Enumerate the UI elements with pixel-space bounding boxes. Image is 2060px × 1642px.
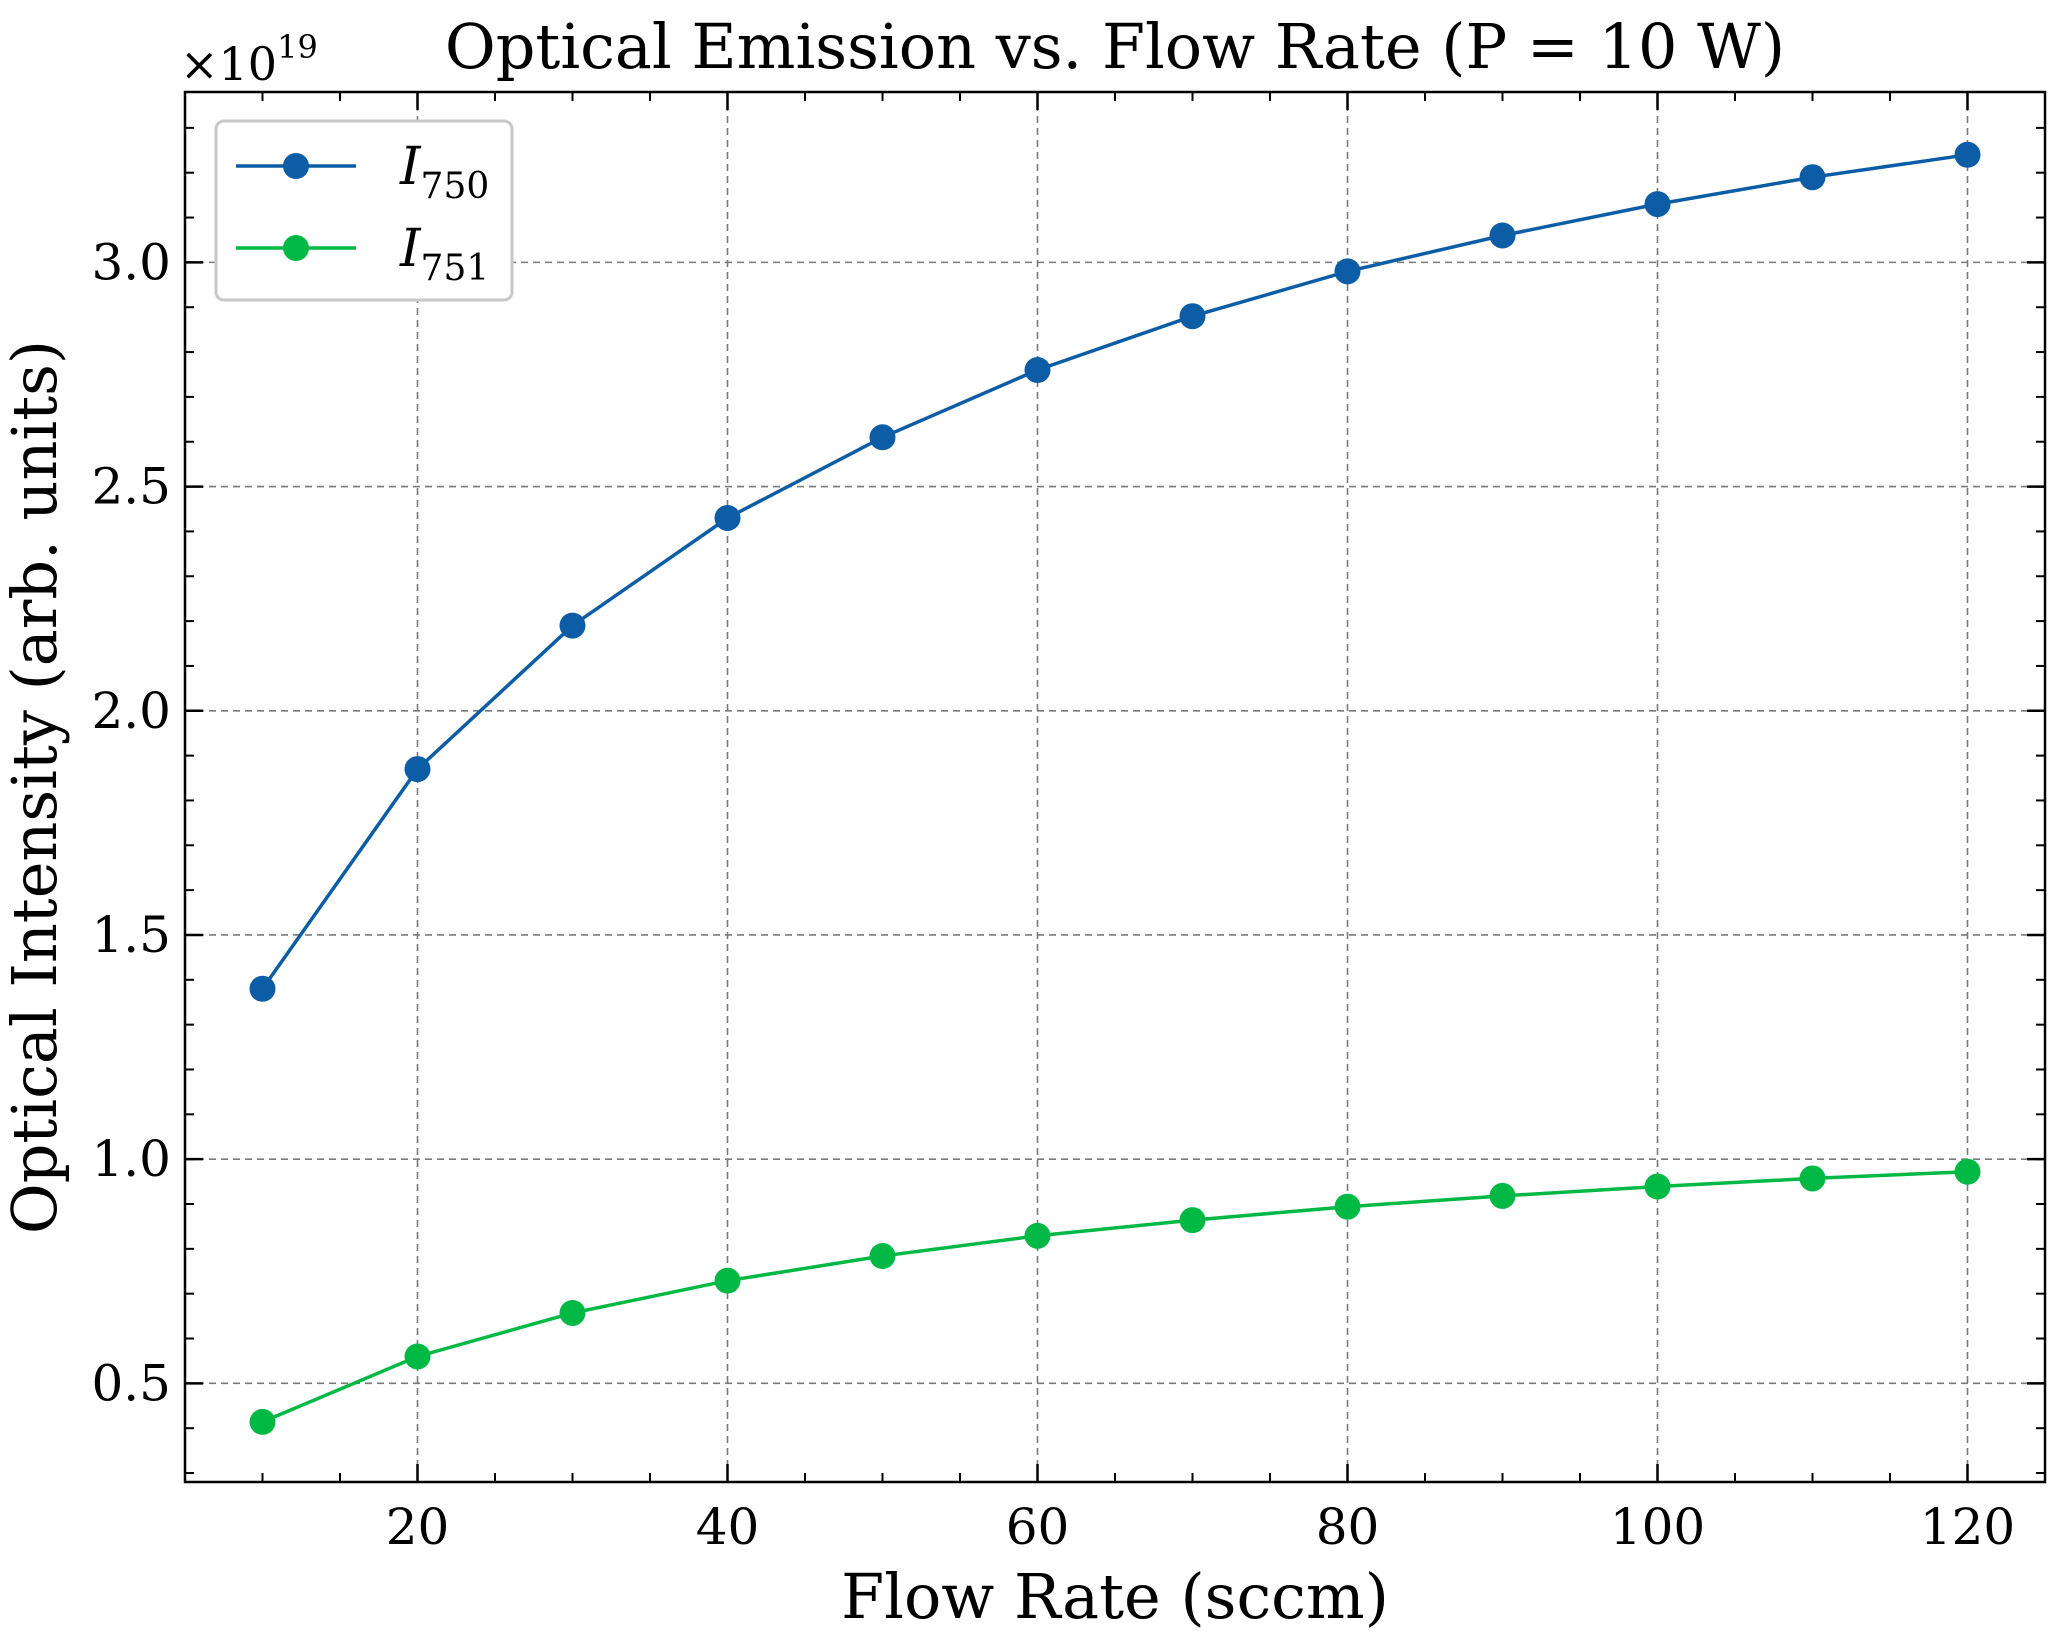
data-point-750 [714,504,741,531]
x-tick-label: 100 [1610,1498,1705,1556]
series-layer [249,141,1981,1435]
data-point-750 [249,975,276,1002]
data-point-751 [1334,1193,1361,1220]
x-tick-label: 20 [386,1498,450,1556]
data-point-751 [1489,1182,1516,1209]
data-point-751 [1179,1207,1206,1234]
y-tick-label: 2.0 [91,682,171,740]
legend-label-751: I751 [399,219,489,289]
y-tick-label: 1.0 [91,1130,171,1188]
series-line-750 [261,153,1968,990]
data-point-750 [1644,191,1671,218]
chart-title: Optical Emission vs. Flow Rate (P = 10 W… [445,10,1785,83]
legend-label-base: I [399,137,422,197]
x-tick-label: 120 [1920,1498,2015,1556]
data-point-751 [404,1343,431,1370]
y-multiplier-base: ×10 [180,37,277,91]
ticks [184,92,2046,1482]
data-point-751 [1799,1165,1826,1192]
data-point-750 [559,612,586,639]
data-point-751 [559,1299,586,1326]
x-tick-label: 80 [1316,1498,1380,1556]
data-point-751 [869,1243,896,1270]
y-tick-label: 0.5 [91,1354,171,1412]
y-tick-label: 2.5 [91,458,171,516]
data-point-750 [1179,303,1206,330]
legend-label-subscript: 751 [421,248,490,289]
y-multiplier: ×1019 [180,28,318,91]
x-axis-title: Flow Rate (sccm) [841,1560,1389,1633]
data-point-750 [1954,141,1981,168]
legend-label-base: I [399,219,422,279]
y-multiplier-exponent: 19 [277,28,318,66]
data-point-750 [1024,357,1051,383]
data-point-750 [869,424,896,451]
data-point-751 [1644,1173,1671,1200]
data-point-751 [1954,1158,1981,1185]
data-point-751 [249,1408,276,1435]
data-point-750 [1334,258,1361,285]
x-tick-label: 40 [696,1498,760,1556]
legend-marker-750 [283,153,309,179]
y-tick-label: 3.0 [91,233,171,291]
grid [185,92,2045,1482]
legend-label-subscript: 750 [421,166,490,207]
y-tick-label: 1.5 [91,906,171,964]
data-point-750 [1489,222,1516,249]
data-point-751 [1024,1222,1051,1249]
data-point-750 [404,756,431,783]
tick-labels: 20 40 60 80 100 120 0.5 1.0 1.5 2.0 2.5 3.0 [91,233,2015,1556]
y-axis-title: Optical Intensity (arb. units) [0,340,71,1234]
data-point-750 [1799,164,1826,191]
series-line-751 [261,1169,1968,1424]
legend-label-750: I750 [399,137,489,207]
x-tick-label: 60 [1006,1498,1070,1556]
legend-marker-751 [283,235,309,261]
data-point-751 [714,1267,741,1294]
